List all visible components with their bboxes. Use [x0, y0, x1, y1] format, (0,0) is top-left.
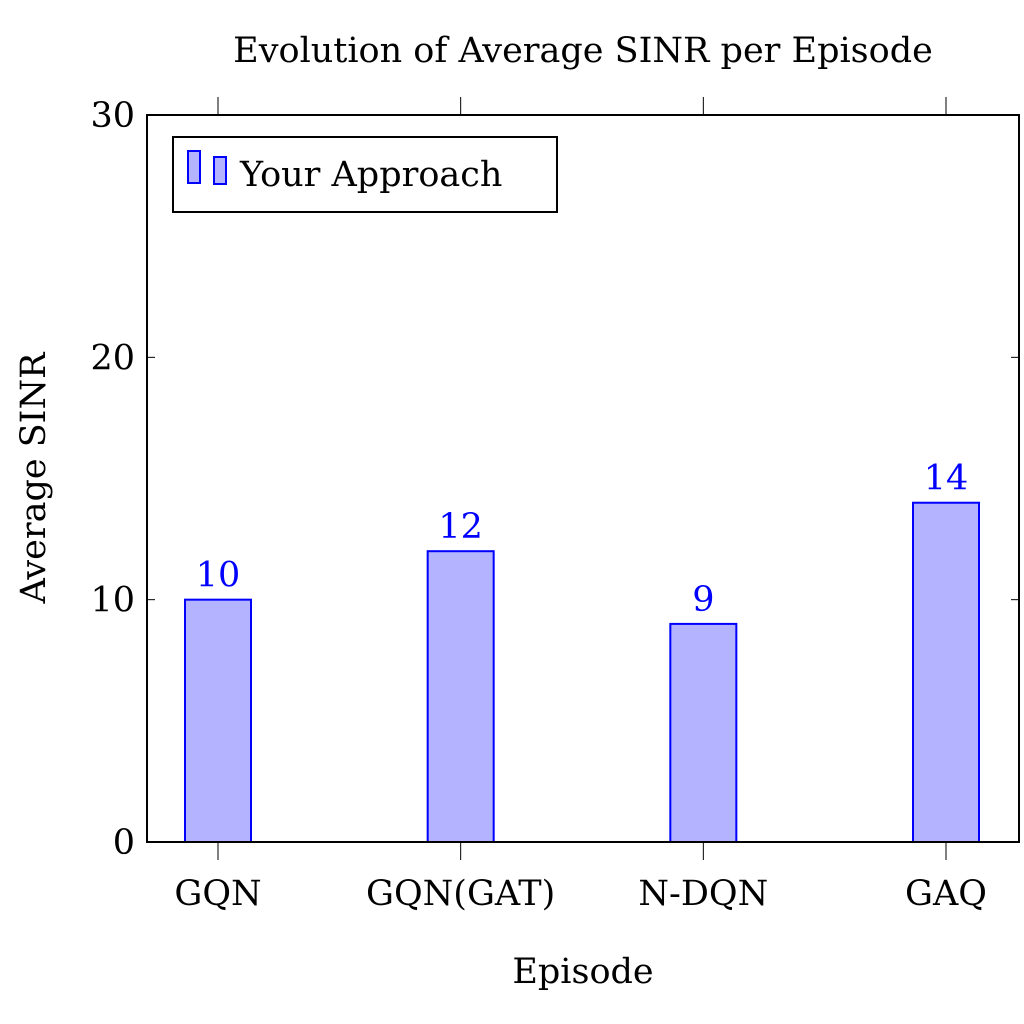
y-tick-label: 30 [90, 96, 135, 136]
legend: Your Approach [172, 136, 558, 213]
bar-value-label: 12 [438, 507, 483, 547]
y-axis-label: Average SINR [14, 351, 54, 605]
y-tick-label: 20 [90, 338, 135, 378]
bar [426, 550, 495, 843]
chart-title: Evolution of Average SINR per Episode [233, 31, 933, 71]
x-tick-label: GAQ [905, 874, 987, 914]
bar-value-label: 9 [692, 580, 714, 620]
x-tick-label: N-DQN [638, 874, 768, 914]
legend-swatch [213, 156, 227, 185]
x-tick-label: GQN(GAT) [366, 874, 555, 914]
legend-box [172, 136, 558, 213]
bar [669, 622, 738, 844]
bar-value-label: 14 [924, 459, 969, 499]
bar [184, 598, 252, 844]
y-tick-label: 0 [113, 823, 135, 863]
legend-label: Your Approach [239, 155, 502, 195]
y-tick-label: 10 [90, 581, 135, 621]
plot-area: 0 10 20 30 GQN GQN(GAT) N-DQN GAQ 10 12 9 14 [90, 96, 1019, 914]
bar-value-label: 10 [196, 556, 241, 596]
legend-swatch [187, 150, 201, 184]
x-tick-label: GQN [174, 874, 261, 914]
x-axis-label: Episode [512, 952, 653, 992]
bar [912, 501, 980, 843]
plot-frame [146, 114, 1020, 843]
